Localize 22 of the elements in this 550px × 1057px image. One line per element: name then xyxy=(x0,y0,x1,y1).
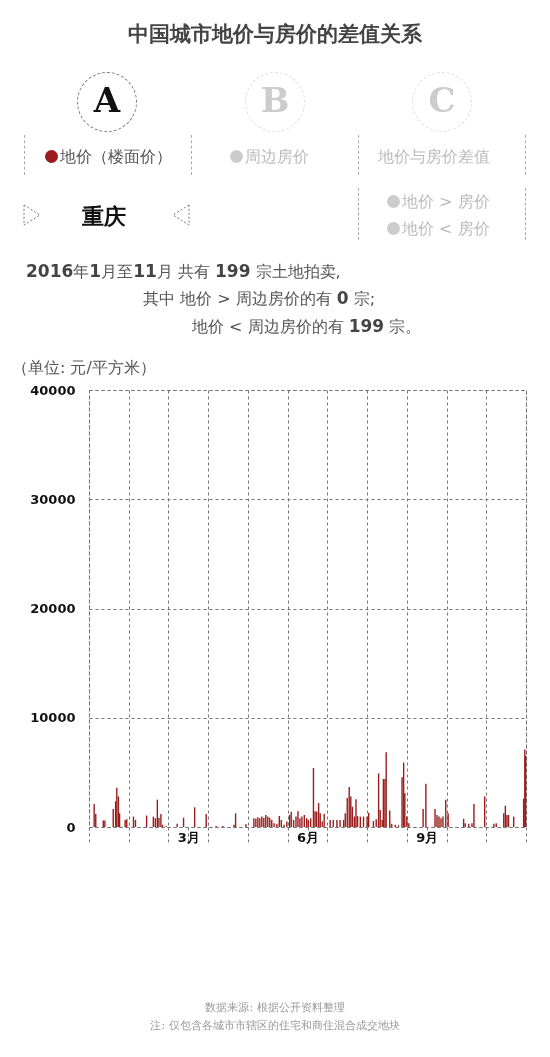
text: 周边房价 xyxy=(245,147,309,166)
text: 地价 < 周边房价的有 199 宗。 xyxy=(192,316,422,336)
x-tick-label: 6月 xyxy=(296,829,320,845)
source-note: 数据来源: 根据公开资料整理 xyxy=(204,1000,346,1015)
text: 重庆 xyxy=(82,203,126,231)
text: 2016年1月至11月 共有 199 宗土地拍卖, xyxy=(26,261,341,281)
y-tick-label: 10000 xyxy=(30,710,76,726)
x-tick-label: 3月 xyxy=(177,829,200,845)
legend-label: 地价（楼面价） xyxy=(60,147,172,166)
text: 地价 > 房价 xyxy=(402,192,490,211)
y-axis-title: （单位: 元/平方米） xyxy=(12,358,156,379)
y-tick-label: 20000 xyxy=(30,601,76,616)
text: 地价与房价差值 xyxy=(378,147,490,168)
y-tick-label: 0 xyxy=(66,819,76,835)
y-tick-label: 40000 xyxy=(30,382,76,398)
text: 其中 地价 > 周边房价的有 0 宗; xyxy=(143,288,376,308)
text: 地价 < 房价 xyxy=(402,219,490,238)
y-tick-label: 30000 xyxy=(30,491,76,507)
text: 注: 仅包含各城市市辖区的住宅和商住混合成交地块 xyxy=(149,1018,401,1033)
text: A xyxy=(92,80,122,120)
x-tick-label: 9月 xyxy=(416,829,439,845)
chart-title: 中国城市地价与房价的差值关系 xyxy=(127,21,423,48)
